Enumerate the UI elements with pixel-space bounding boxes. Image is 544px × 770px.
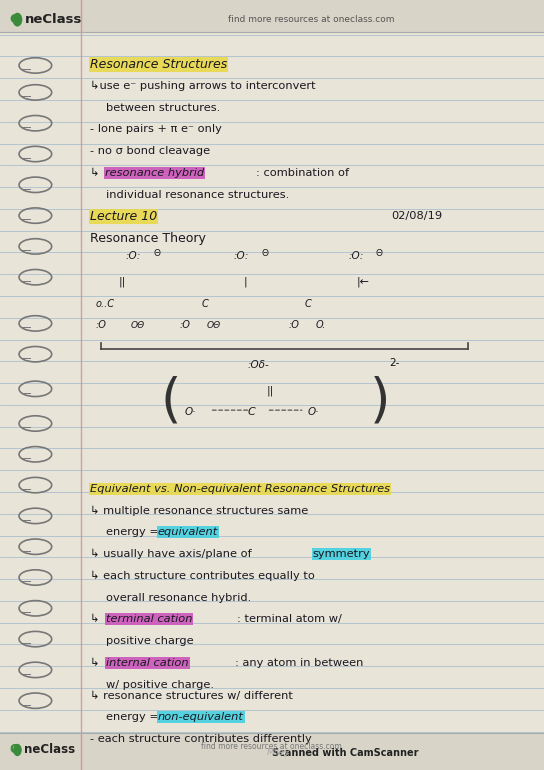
Text: ||: || — [267, 386, 274, 396]
Text: non-equivalent: non-equivalent — [158, 712, 244, 722]
Text: |←: |← — [356, 276, 369, 287]
Text: - no σ bond cleavage: - no σ bond cleavage — [90, 146, 210, 156]
Text: internal cation: internal cation — [106, 658, 189, 668]
Text: :O:: :O: — [348, 251, 363, 261]
Text: |: | — [244, 276, 248, 287]
Text: Lecture 10: Lecture 10 — [90, 210, 157, 223]
Text: :O:: :O: — [125, 251, 140, 261]
Text: : combination of: : combination of — [256, 168, 349, 178]
Text: individual resonance structures.: individual resonance structures. — [106, 189, 289, 199]
Text: ): ) — [370, 376, 391, 427]
Text: o..C: o..C — [95, 299, 114, 309]
Text: C: C — [201, 299, 208, 309]
Text: 2-: 2- — [389, 358, 399, 368]
Text: O: O — [10, 13, 21, 26]
Text: positive charge: positive charge — [106, 636, 194, 646]
Text: find more resources at oneclass.com: find more resources at oneclass.com — [228, 15, 395, 24]
Text: Equivalent vs. Non-equivalent Resonance Structures: Equivalent vs. Non-equivalent Resonance … — [90, 484, 390, 494]
Text: O.: O. — [316, 320, 326, 330]
Text: C: C — [248, 407, 255, 417]
Text: energy =: energy = — [106, 712, 163, 722]
Bar — [0, 733, 544, 770]
Text: 02/08/19: 02/08/19 — [392, 212, 443, 222]
Text: Θ: Θ — [153, 249, 160, 259]
Text: terminal cation: terminal cation — [106, 614, 193, 624]
Text: Scanned with CamScanner: Scanned with CamScanner — [272, 748, 418, 758]
Text: :O: :O — [180, 320, 190, 330]
Text: neClass: neClass — [24, 13, 82, 26]
Bar — [0, 0, 544, 32]
Text: :Oδ-: :Oδ- — [248, 360, 269, 370]
Text: Θ: Θ — [375, 249, 382, 259]
Text: C: C — [305, 299, 311, 309]
Ellipse shape — [13, 13, 22, 27]
Text: :O:: :O: — [234, 251, 249, 261]
Text: - each structure contributes differently: - each structure contributes differently — [90, 734, 312, 744]
Text: ↳: ↳ — [90, 614, 103, 624]
Text: O: O — [10, 744, 20, 756]
Text: ↳: ↳ — [90, 168, 103, 178]
Text: equivalent: equivalent — [158, 527, 218, 537]
Text: Θ: Θ — [261, 249, 268, 259]
Ellipse shape — [13, 744, 22, 756]
Text: ↳ resonance structures w/ different: ↳ resonance structures w/ different — [90, 691, 293, 701]
Text: O·: O· — [307, 407, 319, 417]
Text: ↳: ↳ — [90, 658, 103, 668]
Text: between structures.: between structures. — [106, 102, 220, 112]
Text: Resonance Structures: Resonance Structures — [90, 58, 227, 71]
Text: neClass: neClass — [24, 744, 75, 756]
Text: find more resources at oneclass.com: find more resources at oneclass.com — [201, 742, 342, 752]
Text: OΘ: OΘ — [131, 321, 145, 330]
Text: symmetry: symmetry — [313, 549, 370, 559]
Text: overall resonance hybrid.: overall resonance hybrid. — [106, 593, 251, 603]
Text: ↳ each structure contributes equally to: ↳ each structure contributes equally to — [90, 571, 314, 581]
Text: Miley: Miley — [267, 748, 290, 757]
Text: :O: :O — [288, 320, 299, 330]
Text: (: ( — [160, 376, 181, 427]
Text: resonance hybrid: resonance hybrid — [105, 168, 204, 178]
Text: Resonance Theory: Resonance Theory — [90, 232, 206, 245]
Text: ↳use e⁻ pushing arrows to interconvert: ↳use e⁻ pushing arrows to interconvert — [90, 81, 316, 91]
Text: : terminal atom w/: : terminal atom w/ — [237, 614, 342, 624]
Text: ↳ usually have axis/plane of: ↳ usually have axis/plane of — [90, 549, 255, 559]
Text: ↳ multiple resonance structures same: ↳ multiple resonance structures same — [90, 505, 308, 516]
Text: O·: O· — [185, 407, 196, 417]
Text: ||: || — [119, 276, 126, 287]
Text: w/ positive charge.: w/ positive charge. — [106, 680, 214, 690]
Text: - lone pairs + π e⁻ only: - lone pairs + π e⁻ only — [90, 125, 221, 135]
Text: : any atom in between: : any atom in between — [235, 658, 363, 668]
Text: :O: :O — [95, 320, 106, 330]
Text: energy =: energy = — [106, 527, 163, 537]
Text: OΘ: OΘ — [207, 321, 221, 330]
